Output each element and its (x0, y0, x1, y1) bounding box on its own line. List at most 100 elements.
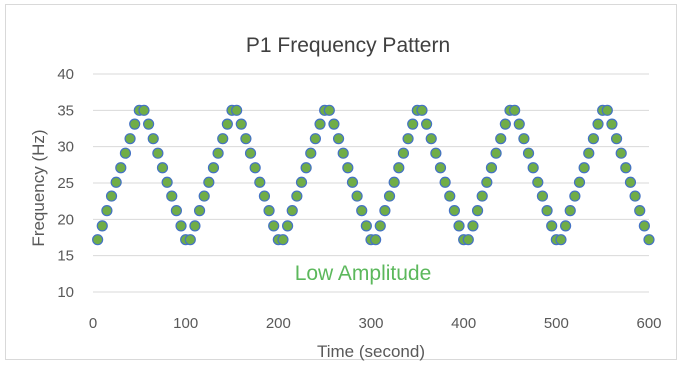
data-point (156, 162, 169, 174)
data-point (332, 133, 345, 145)
data-point (328, 118, 340, 130)
data-point (161, 176, 173, 188)
data-point (193, 205, 206, 217)
data-point (152, 147, 164, 159)
data-point (532, 176, 544, 188)
data-point (592, 118, 604, 130)
data-point (115, 162, 127, 174)
data-point (101, 205, 113, 217)
data-point (481, 176, 493, 188)
y-axis-ticks: 10 15 20 25 30 35 40 (57, 66, 74, 301)
data-point (337, 147, 349, 159)
data-point (522, 147, 535, 159)
data-point (92, 234, 104, 246)
data-point (490, 147, 502, 159)
data-point (606, 118, 618, 130)
data-point (513, 118, 525, 130)
data-point (453, 220, 465, 232)
data-point (393, 162, 405, 174)
data-point (462, 234, 474, 246)
x-tick-label: 400 (451, 315, 476, 332)
data-point (119, 147, 132, 159)
data-point (198, 190, 210, 202)
data-point (295, 176, 308, 188)
data-point (467, 220, 479, 232)
data-point (643, 234, 655, 246)
data-point (439, 176, 451, 188)
data-point (587, 133, 600, 145)
data-point (629, 190, 641, 202)
data-point (374, 220, 386, 232)
x-axis-ticks: 0 100 200 300 400 500 600 (89, 315, 662, 332)
y-tick-label: 10 (57, 284, 74, 301)
data-point (573, 176, 586, 188)
data-point (184, 234, 196, 246)
data-point (555, 234, 567, 246)
data-point (124, 133, 136, 145)
data-point (495, 133, 507, 145)
data-point (527, 162, 539, 174)
data-point (282, 220, 294, 232)
data-point (541, 205, 553, 217)
data-point (254, 176, 266, 188)
data-point (434, 162, 447, 174)
y-axis-label: Frequency (Hz) (29, 129, 48, 246)
data-point (300, 162, 312, 174)
data-point (518, 133, 530, 145)
data-point (147, 133, 159, 145)
data-point (356, 205, 368, 217)
data-point (268, 220, 280, 232)
y-tick-label: 30 (57, 139, 74, 156)
data-point (263, 205, 275, 217)
data-point (499, 118, 511, 130)
data-point (569, 190, 581, 202)
data-point (212, 147, 224, 159)
y-tick-label: 35 (57, 102, 74, 119)
data-point (610, 133, 623, 145)
gridlines (93, 73, 649, 293)
data-point (397, 147, 410, 159)
data-point (402, 133, 414, 145)
data-point (564, 205, 576, 217)
x-tick-label: 300 (358, 315, 383, 332)
y-tick-label: 40 (57, 66, 74, 83)
data-point (138, 104, 150, 116)
data-point (485, 162, 498, 174)
data-point (175, 220, 187, 232)
data-point (249, 162, 261, 174)
data-point (342, 162, 354, 174)
y-tick-label: 25 (57, 175, 74, 192)
data-point (258, 190, 271, 202)
data-point (360, 220, 372, 232)
data-point (277, 234, 289, 246)
data-point (235, 118, 247, 130)
y-tick-label: 15 (57, 248, 74, 265)
data-point (166, 190, 178, 202)
data-point (471, 205, 484, 217)
data-point (476, 190, 488, 202)
x-axis-label: Time (second) (317, 342, 425, 361)
data-point (231, 104, 243, 116)
y-tick-label: 20 (57, 211, 74, 228)
data-point (416, 104, 428, 116)
data-point (351, 190, 363, 202)
data-point (578, 162, 590, 174)
data-point (638, 220, 650, 232)
data-point (96, 220, 108, 232)
data-point (430, 147, 442, 159)
x-tick-label: 500 (544, 315, 569, 332)
data-point (421, 118, 433, 130)
data-point (221, 118, 233, 130)
data-point (189, 220, 201, 232)
data-point (546, 220, 558, 232)
data-point (383, 190, 396, 202)
data-point (314, 118, 326, 130)
data-point (305, 147, 317, 159)
x-tick-label: 600 (636, 315, 661, 332)
data-point (143, 118, 155, 130)
data-point (601, 104, 613, 116)
data-point (444, 190, 456, 202)
data-point (407, 118, 419, 130)
data-point (240, 133, 252, 145)
